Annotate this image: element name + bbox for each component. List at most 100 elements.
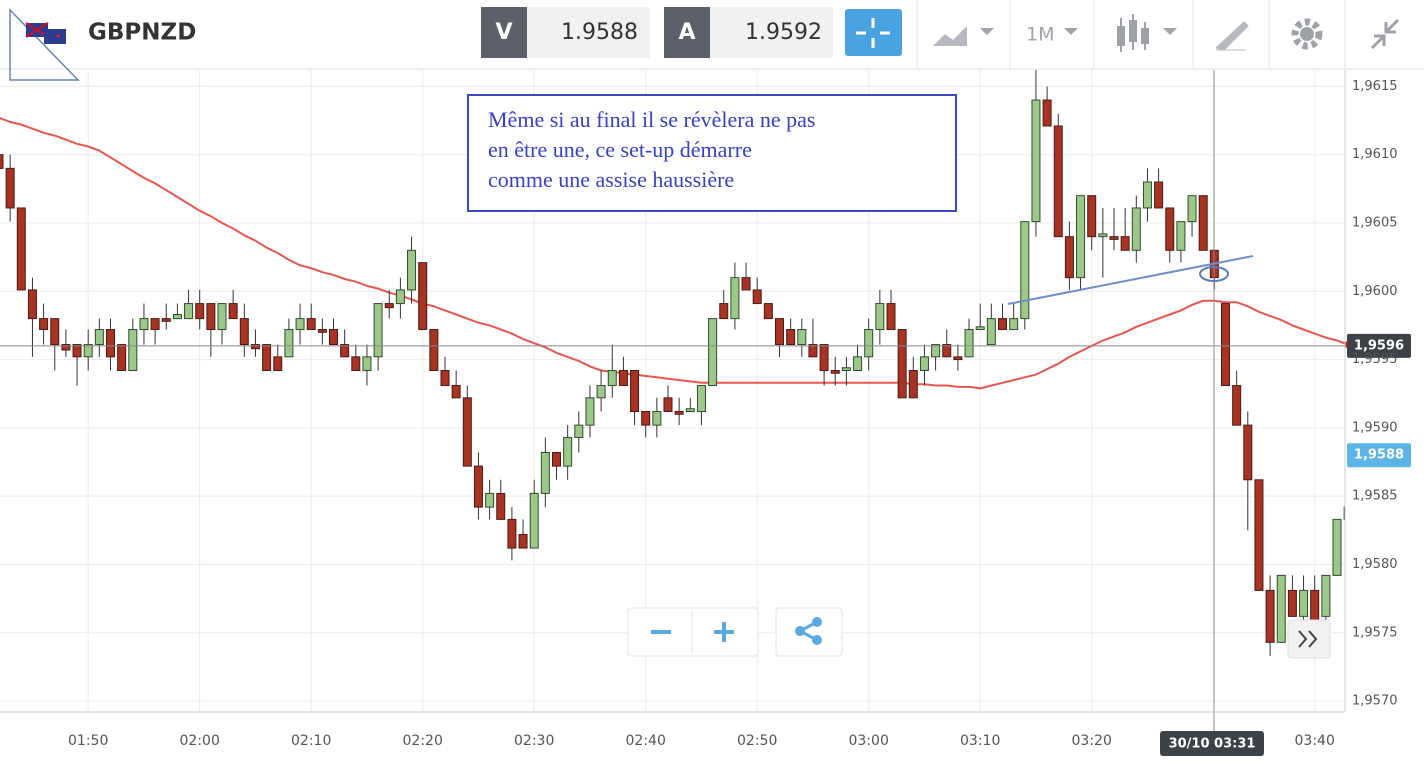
candle-body: [184, 303, 194, 320]
candle-body: [585, 397, 595, 426]
symbol: GBPNZD: [88, 20, 196, 46]
dropdown-arrow: [980, 28, 994, 35]
candle-body: [16, 207, 26, 291]
ask-badge: [664, 7, 710, 58]
candle-body: [262, 344, 272, 372]
candle-body: [719, 303, 729, 320]
candle-body: [652, 410, 662, 426]
candle-body: [150, 318, 160, 331]
candle-body: [596, 385, 606, 399]
candle-body: [351, 356, 361, 372]
candle-body: [1053, 125, 1063, 238]
settings-core: [1300, 27, 1314, 41]
y-tick-label: 1,9590: [1352, 420, 1398, 435]
candle-body: [1276, 574, 1286, 643]
bid-letter: V: [495, 20, 512, 45]
annotation-text: Même si au final il se révèlera ne pas en…: [488, 107, 815, 192]
candle-body: [61, 344, 71, 351]
candle-body: [819, 344, 829, 372]
chart-type-icon[interactable]: [933, 26, 967, 46]
candle-body: [1109, 236, 1119, 240]
candle-body: [540, 451, 550, 494]
ask-letter: A: [678, 20, 695, 45]
candle-body: [618, 370, 628, 387]
candle-body: [1142, 181, 1152, 209]
flag-nz: [44, 29, 66, 44]
candle-body: [931, 344, 941, 358]
candle-body: [5, 167, 15, 209]
candle-body: [552, 451, 561, 467]
candle-body: [239, 318, 249, 346]
share-button[interactable]: [795, 617, 822, 645]
bid-box[interactable]: [527, 7, 650, 58]
overlay: 1,9596 1,9588: [0, 333, 1411, 468]
candle-body: [161, 318, 171, 322]
candle-body: [340, 344, 350, 358]
candle-body: [1299, 589, 1309, 617]
drawing-tool-triangle: [9, 8, 80, 81]
candle-body: [607, 370, 617, 387]
crosshair-time-label: 30/10 03:31: [1169, 737, 1256, 752]
header: GBPNZD V 1.9588 A 1.9592 1M: [0, 0, 1424, 81]
candle-body: [473, 465, 483, 508]
candle-body: [775, 318, 784, 346]
crosshair-price-box: [1347, 333, 1411, 358]
crosshair-button[interactable]: [845, 9, 902, 56]
candle-body: [897, 329, 907, 399]
y-tick-label: 1,9570: [1352, 694, 1398, 709]
bid-price: 1.9588: [561, 20, 638, 45]
candle-body: [1120, 236, 1130, 251]
candle-body: [630, 370, 640, 412]
candle-body: [440, 370, 450, 387]
crosshair-icon: [856, 18, 890, 48]
candle-body: [39, 318, 49, 331]
candle-body: [0, 154, 4, 169]
y-tick-label: 1,9595: [1352, 352, 1398, 367]
scroll-right-button[interactable]: [1287, 619, 1331, 659]
candle-body: [228, 303, 238, 320]
candle-body: [1009, 318, 1019, 331]
moving-average: [0, 117, 1345, 390]
candle-body: [94, 329, 104, 346]
candle-body: [1087, 195, 1097, 238]
collapse-icon[interactable]: [1370, 18, 1400, 50]
candle-body: [953, 356, 963, 361]
candle-body: [418, 262, 428, 331]
candle-body: [518, 533, 528, 549]
highlight-ellipse: [1199, 266, 1229, 282]
x-tick-label: 03:20: [1072, 733, 1112, 749]
timeframe[interactable]: 1M: [1026, 24, 1054, 46]
y-tick-label: 1,9575: [1352, 625, 1398, 640]
settings-icon[interactable]: [1291, 18, 1323, 50]
candle-body: [295, 318, 305, 331]
candle-body: [830, 370, 840, 374]
candle-body: [663, 397, 673, 412]
x-tick-label: 03:00: [849, 733, 889, 749]
candle-body: [206, 303, 216, 331]
draw-tool-icon[interactable]: [1214, 21, 1249, 51]
candle-body: [1064, 236, 1074, 279]
candle-body: [708, 318, 718, 387]
y-tick-label: 1,9605: [1352, 215, 1398, 230]
candle-body: [853, 356, 863, 372]
candle-body: [117, 344, 127, 372]
candle-body: [1232, 385, 1242, 426]
candle-body: [1165, 207, 1175, 251]
trendline[interactable]: [1007, 255, 1254, 305]
candle-body: [1321, 574, 1331, 617]
axis-labels: 1,9570 1,9575 1,9580 1,9585 1,9590 1,9595 1,96…: [68, 79, 1397, 749]
candle-body: [752, 289, 762, 305]
ask-box[interactable]: [710, 7, 833, 58]
bid-price-box: [1347, 443, 1411, 468]
candle-body: [763, 303, 773, 320]
candle-type-icon[interactable]: [1117, 14, 1149, 52]
y-tick-label: 1,9615: [1352, 79, 1398, 94]
zoom-out[interactable]: [651, 630, 671, 634]
dropdown-arrow: [1064, 28, 1078, 35]
candle-body: [986, 318, 996, 346]
candle-body: [496, 492, 506, 520]
zoom-in[interactable]: [714, 622, 734, 642]
candle-body: [1198, 195, 1208, 251]
candle-body: [1131, 207, 1141, 251]
candle-body: [1221, 303, 1230, 387]
